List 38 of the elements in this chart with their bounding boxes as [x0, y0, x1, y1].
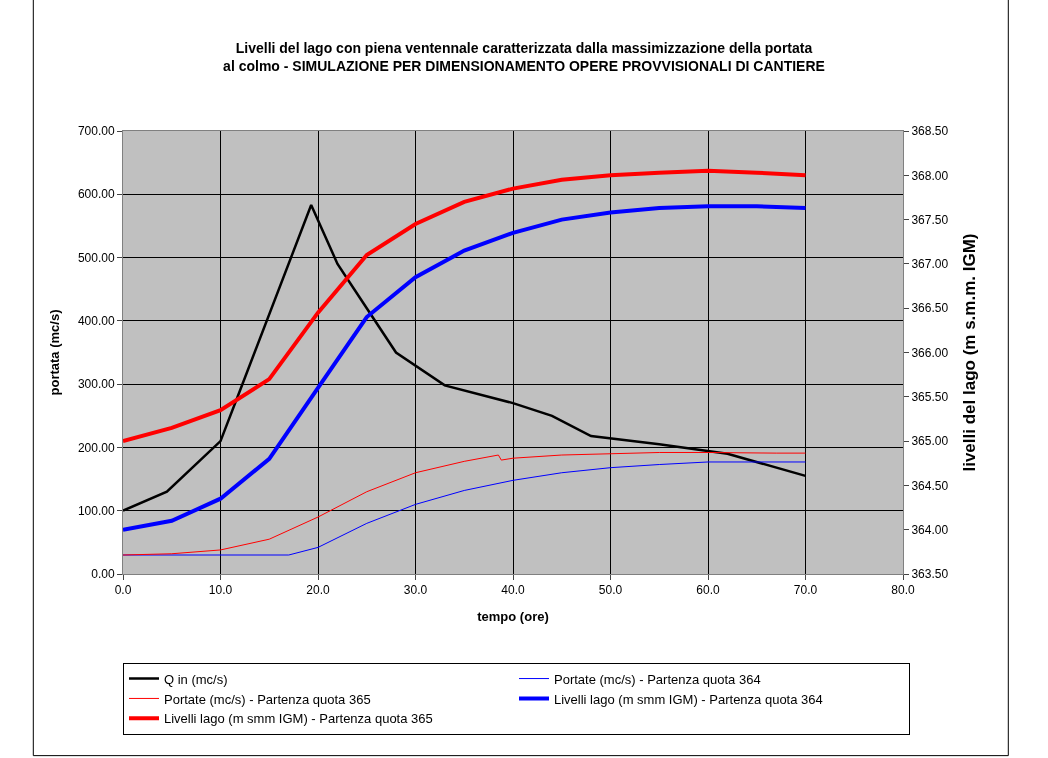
- y2-axis-title: livelli del lago (m s.m.m. IGM): [959, 233, 979, 472]
- y2-tick-label: 364.00: [911, 522, 949, 537]
- x-tick-label: 10.0: [208, 583, 233, 598]
- y-tick-label: 300.00: [77, 377, 115, 392]
- x-tick-label: 60.0: [696, 583, 720, 598]
- y2-tick-label: 364.50: [911, 478, 949, 493]
- y2-tick-label: 365.00: [911, 434, 949, 449]
- y-axis-title: portata (mc/s): [46, 309, 62, 396]
- x-axis-title: tempo (ore): [477, 609, 549, 624]
- y-tick-label: 400.00: [77, 314, 115, 329]
- y-tick-label: 700.00: [77, 124, 115, 139]
- legend-label: Portate (mc/s) - Partenza quota 364: [554, 671, 761, 687]
- legend-label: Livelli lago (m smm IGM) - Partenza quota 365: [164, 711, 433, 727]
- legend-label: Portate (mc/s) - Partenza quota 365: [164, 691, 371, 707]
- chart-title: Livelli del lago con piena ventennale caratterizzata dalla massimizzazione della portata al colmo - SIMULAZIONE PER DIMENSIONAMENTO OPERE PROVVISIONALI DI CANTIERE: [223, 40, 825, 75]
- x-tick-label: 50.0: [598, 583, 623, 598]
- x-tick-label: 70.0: [793, 583, 818, 598]
- y2-tick-label: 368.50: [911, 124, 949, 139]
- y-tick-label: 100.00: [77, 503, 115, 518]
- x-tick-label: 40.0: [501, 583, 525, 598]
- x-tick-label: 80.0: [891, 583, 915, 598]
- y-tick-label: 600.00: [77, 187, 115, 202]
- y2-tick-label: 365.50: [911, 390, 949, 404]
- y2-tick-label: 368.00: [911, 168, 949, 183]
- y2-tick-label: 366.50: [911, 301, 949, 316]
- y-tick-label: 500.00: [77, 250, 115, 265]
- legend-label: Livelli lago (m smm IGM) - Partenza quota 364: [554, 691, 823, 707]
- x-tick-label: 20.0: [306, 583, 330, 598]
- legend-label: Q in (mc/s): [164, 671, 228, 687]
- x-tick-label: 30.0: [403, 583, 428, 598]
- y-tick-label: 0.00: [91, 567, 115, 582]
- x-tick-label: 0.0: [114, 583, 132, 598]
- y2-tick-label: 363.50: [911, 567, 949, 582]
- y2-tick-label: 367.50: [911, 212, 949, 227]
- y2-tick-label: 367.00: [911, 257, 949, 272]
- y-tick-label: 200.00: [77, 440, 115, 455]
- y2-tick-label: 366.00: [911, 345, 949, 360]
- line-series: [123, 168, 808, 444]
